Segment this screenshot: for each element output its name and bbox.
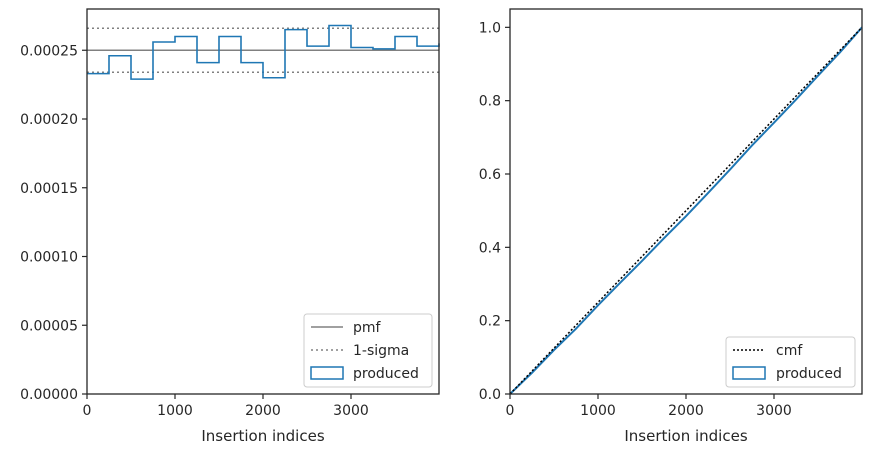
left-y-tick-label: 0.00015 bbox=[20, 181, 78, 197]
left-legend-box bbox=[303, 313, 433, 388]
right-y-tick-label: 0.2 bbox=[479, 314, 501, 330]
right-ticks: 0 1000 2000 3000 0.0 0.2 0.4 0.6 0.8 1.0 bbox=[479, 20, 792, 419]
right-x-tick-label: 3000 bbox=[756, 403, 792, 419]
legend-produced-label: produced bbox=[353, 366, 419, 382]
right-legend: cmf produced bbox=[725, 336, 856, 388]
left-y-tick-label: 0.00010 bbox=[20, 250, 78, 266]
left-x-tick-label: 3000 bbox=[333, 403, 369, 419]
left-x-tick-label: 2000 bbox=[245, 403, 281, 419]
right-chart-marks bbox=[509, 26, 863, 395]
produced-cumulative-line bbox=[509, 26, 863, 395]
left-x-tick-label: 1000 bbox=[157, 403, 193, 419]
left-ticks: 0 1000 2000 3000 0.00000 0.00005 0.00010 0.0001… bbox=[20, 43, 369, 419]
produced-histogram-step bbox=[87, 24, 440, 80]
legend-sigma-label: 1-sigma bbox=[353, 343, 409, 359]
right-x-tick-label: 0 bbox=[506, 403, 515, 419]
legend-produced-swatch bbox=[310, 366, 344, 380]
left-y-tick-label: 0.00000 bbox=[20, 387, 78, 403]
right-y-tick-label: 0.8 bbox=[479, 94, 501, 110]
left-y-tick-label: 0.00005 bbox=[20, 318, 78, 334]
right-y-tick-label: 0.4 bbox=[479, 240, 501, 256]
right-x-axis-label: Insertion indices bbox=[624, 427, 747, 445]
right-y-tick-label: 0.6 bbox=[479, 167, 501, 183]
right-x-tick-label: 1000 bbox=[580, 403, 616, 419]
left-y-tick-label: 0.00025 bbox=[20, 43, 78, 59]
legend-cmf-label: cmf bbox=[776, 343, 803, 359]
left-x-axis-label: Insertion indices bbox=[201, 427, 324, 445]
right-x-tick-label: 2000 bbox=[668, 403, 704, 419]
legend-produced-swatch-right bbox=[732, 366, 766, 380]
legend-pmf-label: pmf bbox=[353, 320, 382, 336]
right-y-tick-label: 0.0 bbox=[479, 387, 501, 403]
left-y-tick-label: 0.00020 bbox=[20, 112, 78, 128]
left-x-tick-label: 0 bbox=[83, 403, 92, 419]
cmf-line bbox=[509, 26, 863, 395]
right-chart-panel: 0 1000 2000 3000 0.0 0.2 0.4 0.6 0.8 1.0 Insertio… bbox=[479, 8, 863, 445]
right-y-tick-label: 1.0 bbox=[479, 20, 501, 36]
left-legend: pmf 1-sigma produced bbox=[303, 313, 433, 388]
left-chart-panel: 0 1000 2000 3000 0.00000 0.00005 0.00010 0.0001… bbox=[20, 8, 440, 445]
left-chart-marks bbox=[87, 24, 440, 80]
legend-produced-label-right: produced bbox=[776, 366, 842, 382]
right-axes-frame bbox=[509, 8, 863, 395]
